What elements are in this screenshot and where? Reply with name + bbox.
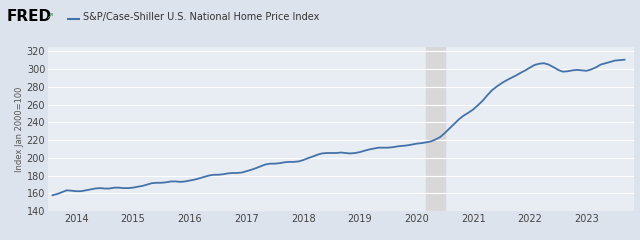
Y-axis label: Index Jan 2000=100: Index Jan 2000=100 xyxy=(15,86,24,172)
Bar xyxy=(426,47,445,211)
Text: FRED: FRED xyxy=(6,9,52,24)
Text: S&P/Case-Shiller U.S. National Home Price Index: S&P/Case-Shiller U.S. National Home Pric… xyxy=(83,12,319,22)
Text: ↗: ↗ xyxy=(46,12,54,22)
